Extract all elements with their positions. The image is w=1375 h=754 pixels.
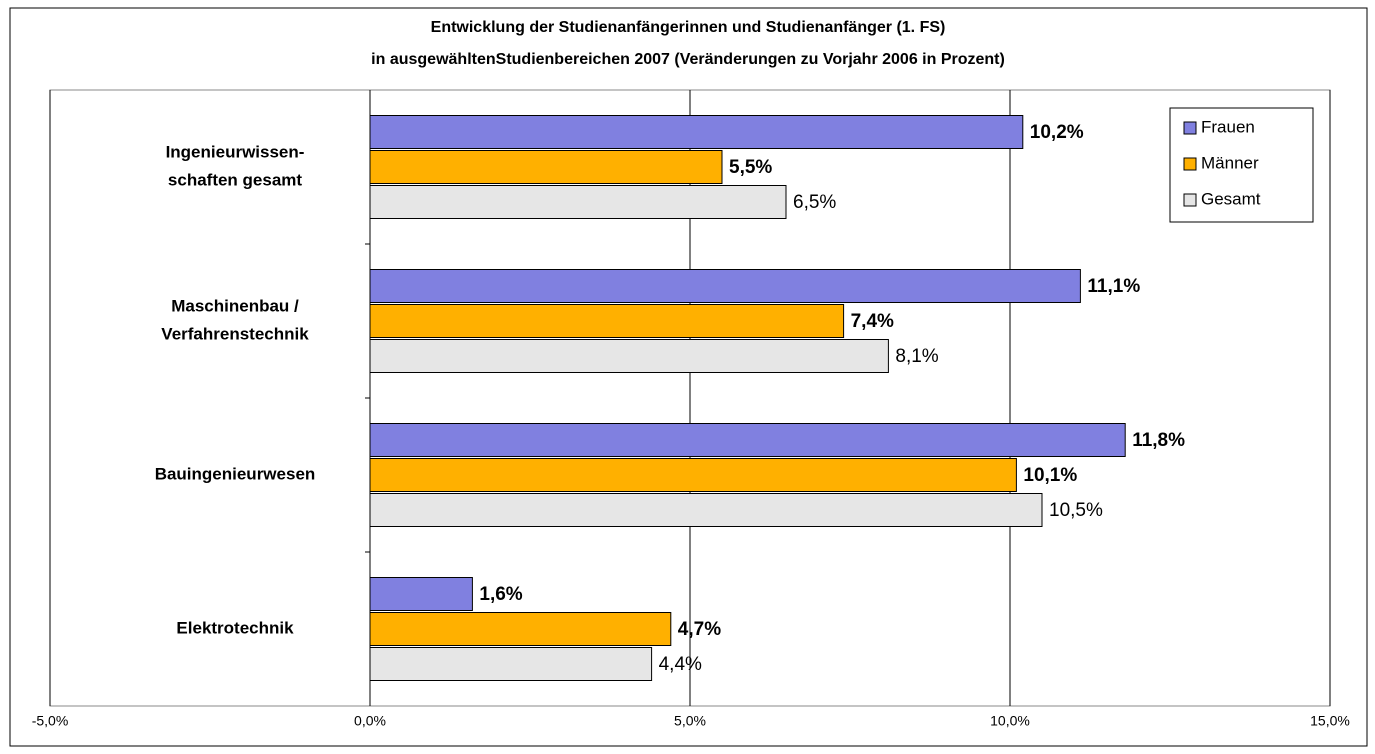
y-tick-label: schaften gesamt — [168, 170, 302, 189]
bar — [369, 647, 653, 681]
x-tick-label: -5,0% — [32, 713, 69, 729]
bar — [369, 493, 1043, 527]
bar — [369, 339, 889, 373]
x-tick-label: 0,0% — [354, 713, 386, 729]
bar — [369, 115, 1024, 149]
value-label: 7,4% — [851, 311, 894, 332]
legend-label: Frauen — [1201, 117, 1255, 136]
chart-title: in ausgewähltenStudienbereichen 2007 (Ve… — [371, 51, 1005, 68]
legend-label: Männer — [1201, 153, 1259, 172]
bar — [369, 150, 723, 184]
value-label: 10,1% — [1023, 465, 1077, 486]
bar — [369, 423, 1126, 457]
y-tick-label: Maschinenbau / — [171, 296, 299, 315]
y-tick-label: Verfahrenstechnik — [161, 324, 309, 343]
legend-swatch — [1183, 157, 1197, 171]
value-label: 4,4% — [659, 654, 702, 675]
x-tick-label: 15,0% — [1310, 713, 1350, 729]
value-label: 11,1% — [1087, 276, 1140, 297]
bar — [369, 612, 672, 646]
legend-label: Gesamt — [1201, 189, 1261, 208]
value-label: 5,5% — [729, 157, 772, 178]
y-tick-label: Elektrotechnik — [176, 618, 294, 637]
bar — [369, 304, 845, 338]
bar — [369, 185, 787, 219]
value-label: 1,6% — [479, 584, 522, 605]
value-label: 4,7% — [678, 619, 721, 640]
x-tick-label: 5,0% — [674, 713, 706, 729]
bar — [369, 458, 1017, 492]
y-tick-label: Ingenieurwissen- — [166, 142, 305, 161]
value-label: 11,8% — [1132, 430, 1185, 451]
value-label: 10,5% — [1049, 500, 1103, 521]
x-tick-label: 10,0% — [990, 713, 1030, 729]
value-label: 10,2% — [1030, 122, 1084, 143]
value-label: 8,1% — [895, 346, 938, 367]
value-label: 6,5% — [793, 192, 836, 213]
chart-title: Entwicklung der Studienanfängerinnen und… — [431, 19, 946, 36]
bar — [369, 269, 1081, 303]
bar — [369, 577, 473, 611]
y-tick-label: Bauingenieurwesen — [155, 464, 316, 483]
legend-swatch — [1183, 121, 1197, 135]
legend-swatch — [1183, 193, 1197, 207]
